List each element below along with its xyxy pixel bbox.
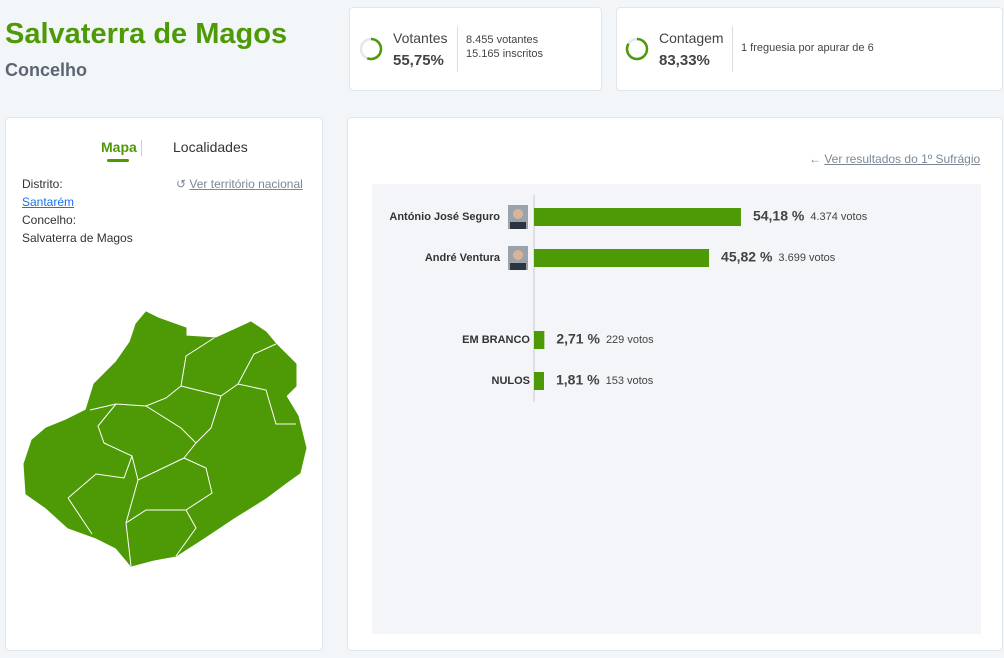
candidate-name: NULOS [492,375,531,387]
avatar-suit [510,263,526,270]
tab-underline [107,159,129,162]
map [23,311,307,567]
distrito-label: Distrito: [22,177,63,191]
divider [732,26,733,72]
ring-progress [359,37,383,61]
sidebar: Mapa Localidades Distrito: Santarém Conc… [5,117,323,651]
candidate-name: António José Seguro [389,211,500,223]
percent: 83,33% [659,52,710,69]
map-borders [67,337,296,567]
tab[interactable]: Mapa [101,139,137,155]
votes: 229 votos [606,334,654,346]
votes: 3.699 votos [778,252,835,264]
divider [457,26,458,72]
votantes: 8.455 votantes [466,34,539,46]
concelho-label: Concelho: [22,213,77,227]
votantes-card: Votantes 55,75% 8.455 votantes 15.165 in… [349,7,602,91]
inscritos: 15.165 inscritos [466,48,544,60]
bar [534,372,544,390]
avatar-face [513,250,523,260]
bar [534,331,545,349]
subtitle: Concelho [5,60,88,80]
national-link-text[interactable]: Ver território nacional [189,177,303,191]
national-link[interactable]: ↺ Ver território nacional [176,177,303,191]
title: Salvaterra de Magos [5,18,288,50]
concelho: Salvaterra de Magos [22,231,133,245]
votes: 153 votos [606,375,654,387]
percent: 55,75% [393,52,444,69]
avatar-face [513,209,523,219]
bar [534,208,741,226]
value-label: 45,82 % [721,249,773,265]
avatar-suit [510,222,526,229]
value-label: 2,71 % [556,331,600,347]
sufragio-link[interactable]: ← Ver resultados do 1º Sufrágio [809,152,981,166]
divider [141,140,142,156]
label: Votantes [393,30,448,46]
sufragio-link-text[interactable]: Ver resultados do 1º Sufrágio [824,152,981,166]
map-region[interactable] [23,311,307,567]
value-label: 1,81 % [556,372,600,388]
candidate-name: EM BRANCO [462,334,530,346]
detail: 1 freguesia por apurar de 6 [741,42,874,54]
bar [534,249,710,267]
votes: 4.374 votos [810,211,867,223]
value-label: 54,18 % [753,208,805,224]
distrito-link[interactable]: Santarém [22,195,75,209]
tab[interactable]: Localidades [173,139,248,155]
contagem-card: Contagem 83,33% 1 freguesia por apurar d… [616,7,1003,91]
ring-progress [625,37,649,61]
candidate-name: André Ventura [425,252,501,264]
label: Contagem [659,30,724,46]
